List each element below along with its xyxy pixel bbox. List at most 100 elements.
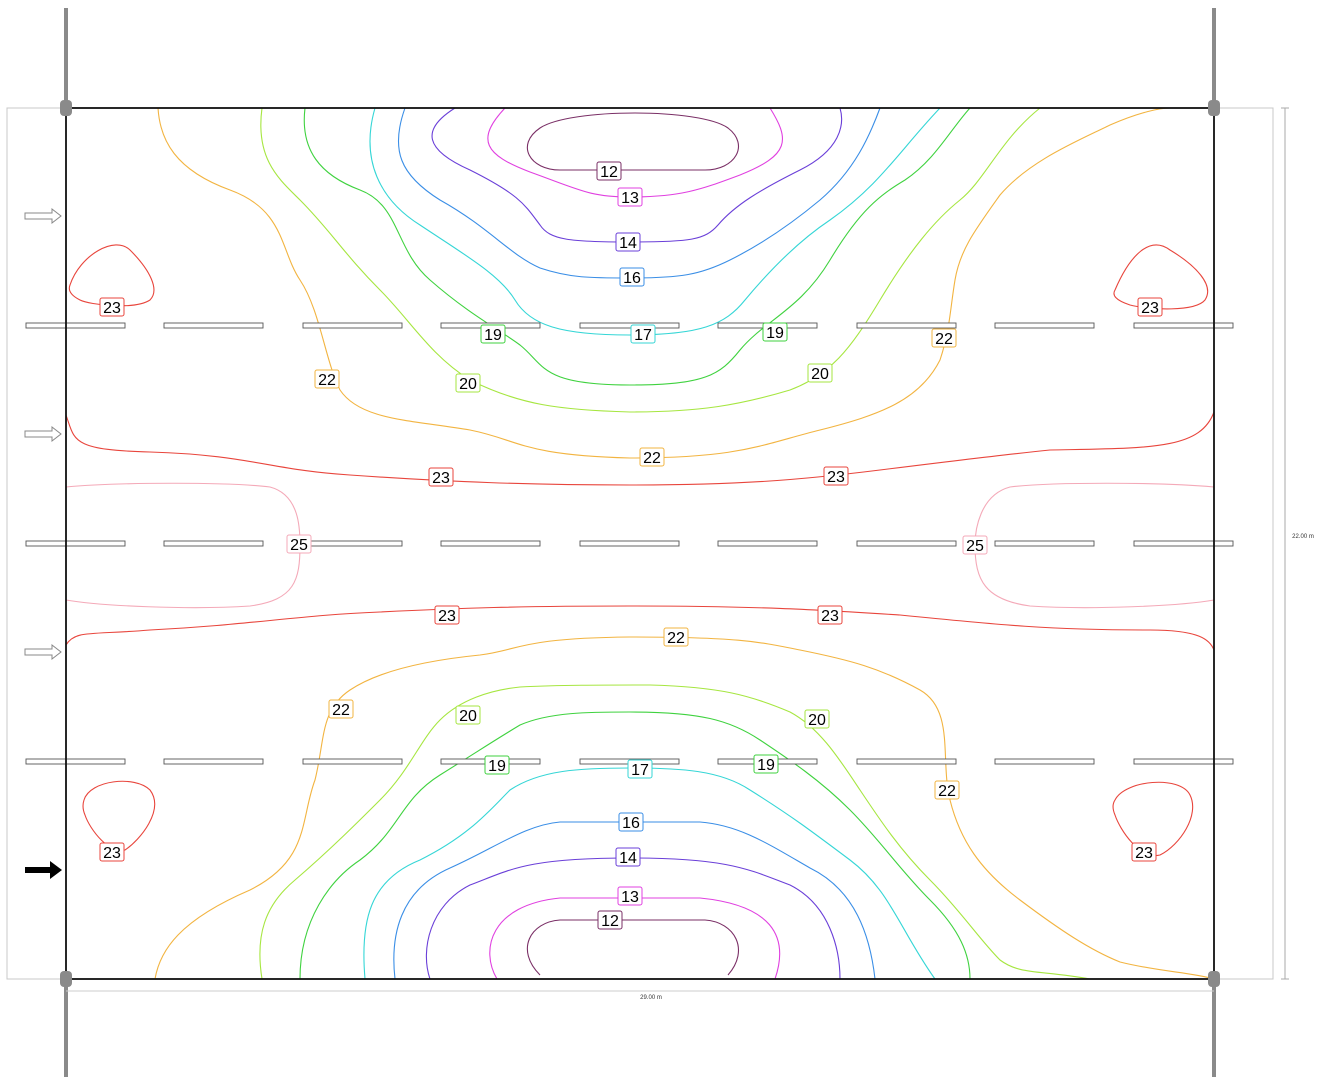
contour-label-text: 23 — [103, 845, 121, 862]
isoline-19-top — [303, 107, 971, 386]
contour-label-text: 23 — [438, 608, 456, 625]
contour-label: 23 — [99, 842, 125, 862]
isoline-13-top — [487, 107, 783, 198]
contour-label-text: 22 — [332, 702, 350, 719]
corner-node-tr — [1208, 100, 1220, 116]
contour-label-text: 13 — [621, 190, 639, 207]
luminaire — [25, 540, 126, 547]
contour-label: 20 — [455, 373, 481, 393]
contour-label-text: 23 — [432, 470, 450, 487]
isoline-12-top — [527, 112, 739, 171]
luminaire — [856, 758, 957, 765]
contour-label-text: 22 — [318, 372, 336, 389]
contour-label: 22 — [639, 447, 665, 467]
isoline-22-bottom — [154, 636, 1215, 980]
contour-label: 25 — [286, 534, 312, 554]
luminaire — [717, 540, 818, 547]
luminaire — [994, 540, 1095, 547]
luminaire — [302, 540, 403, 547]
contour-label: 23 — [817, 605, 843, 625]
isoline-23-top-band — [65, 411, 1215, 486]
contour-label: 19 — [484, 755, 510, 775]
contour-label: 23 — [1137, 297, 1163, 317]
arrow-outline-icon — [24, 643, 62, 661]
isoline-23-bottom-band — [65, 605, 1215, 651]
contour-label: 20 — [455, 705, 481, 725]
contour-label: 19 — [762, 322, 788, 342]
contour-label-text: 14 — [619, 850, 637, 867]
contour-label: 16 — [618, 812, 644, 832]
isoline-23-loop-bl — [82, 780, 156, 852]
contour-label: 23 — [428, 467, 454, 487]
contour-label-text: 12 — [600, 164, 618, 181]
isoline-20-bottom — [259, 684, 1091, 980]
arrow-outline-icon — [24, 425, 62, 443]
isoline-14-bottom — [425, 857, 841, 980]
luminaire — [579, 540, 680, 547]
luminaire — [856, 322, 957, 329]
luminaire — [25, 322, 126, 329]
isoline-22-top — [157, 107, 1171, 459]
contour-label-text: 23 — [821, 608, 839, 625]
isolines — [65, 107, 1215, 980]
contour-label-text: 20 — [808, 712, 826, 729]
contour-label-text: 23 — [103, 300, 121, 317]
contour-label-text: 19 — [484, 327, 502, 344]
luminaire — [163, 758, 264, 765]
luminaire-row-2 — [25, 540, 1234, 547]
row-arrows — [24, 207, 62, 879]
contour-label: 13 — [617, 187, 643, 207]
dimension-width: 29.00 m — [66, 990, 1214, 1001]
contour-label-text: 19 — [488, 758, 506, 775]
contour-label-text: 13 — [621, 889, 639, 906]
luminaire — [440, 540, 541, 547]
contour-label-text: 20 — [459, 376, 477, 393]
room-outline — [65, 107, 1215, 980]
contour-label: 23 — [99, 297, 125, 317]
contour-label: 12 — [597, 910, 623, 930]
luminaire — [25, 758, 126, 765]
luminaire — [1133, 540, 1234, 547]
contour-label: 19 — [753, 754, 779, 774]
dimension-height: 22.00 m — [1281, 107, 1314, 980]
contour-label-text: 17 — [634, 327, 652, 344]
contour-label-text: 23 — [827, 469, 845, 486]
contour-label: 14 — [615, 232, 641, 252]
contour-label-text: 20 — [459, 708, 477, 725]
contour-label-text: 17 — [631, 762, 649, 779]
luminaire — [856, 540, 957, 547]
isoline-23-loop-tl — [68, 244, 155, 307]
luminaire-rows — [25, 322, 1234, 765]
luminaire — [163, 322, 264, 329]
contour-label: 25 — [962, 535, 988, 555]
corner-node-br — [1208, 971, 1220, 987]
contour-label: 22 — [663, 627, 689, 647]
contour-label-text: 22 — [938, 783, 956, 800]
contour-label-text: 25 — [290, 537, 308, 554]
luminaire — [1133, 322, 1234, 329]
isoline-19-bottom — [299, 711, 971, 980]
isoline-16-bottom — [393, 821, 876, 980]
luminaire — [1133, 758, 1234, 765]
contour-label: 14 — [615, 847, 641, 867]
isoline-23-loop-br — [1112, 781, 1194, 856]
contour-label-text: 14 — [619, 235, 637, 252]
contour-label-text: 23 — [1135, 845, 1153, 862]
contour-label: 13 — [617, 886, 643, 906]
isoline-23-loop-tr — [1113, 244, 1209, 310]
luminaire-row-1 — [25, 322, 1234, 329]
contour-label-text: 22 — [643, 450, 661, 467]
luminaire — [994, 322, 1095, 329]
contour-label: 17 — [627, 759, 653, 779]
corner-node-bl — [60, 971, 72, 987]
contour-label: 17 — [630, 324, 656, 344]
contour-label-text: 19 — [757, 757, 775, 774]
luminaire — [579, 322, 680, 329]
luminaire — [302, 322, 403, 329]
width-dimension-label: 29.00 m — [640, 995, 662, 1001]
contour-label: 20 — [804, 709, 830, 729]
contour-label: 22 — [934, 780, 960, 800]
contour-labels: 12 13 14 16 17 19 19 20 20 22 22 22 23 2… — [99, 161, 1163, 930]
contour-label-text: 22 — [935, 331, 953, 348]
